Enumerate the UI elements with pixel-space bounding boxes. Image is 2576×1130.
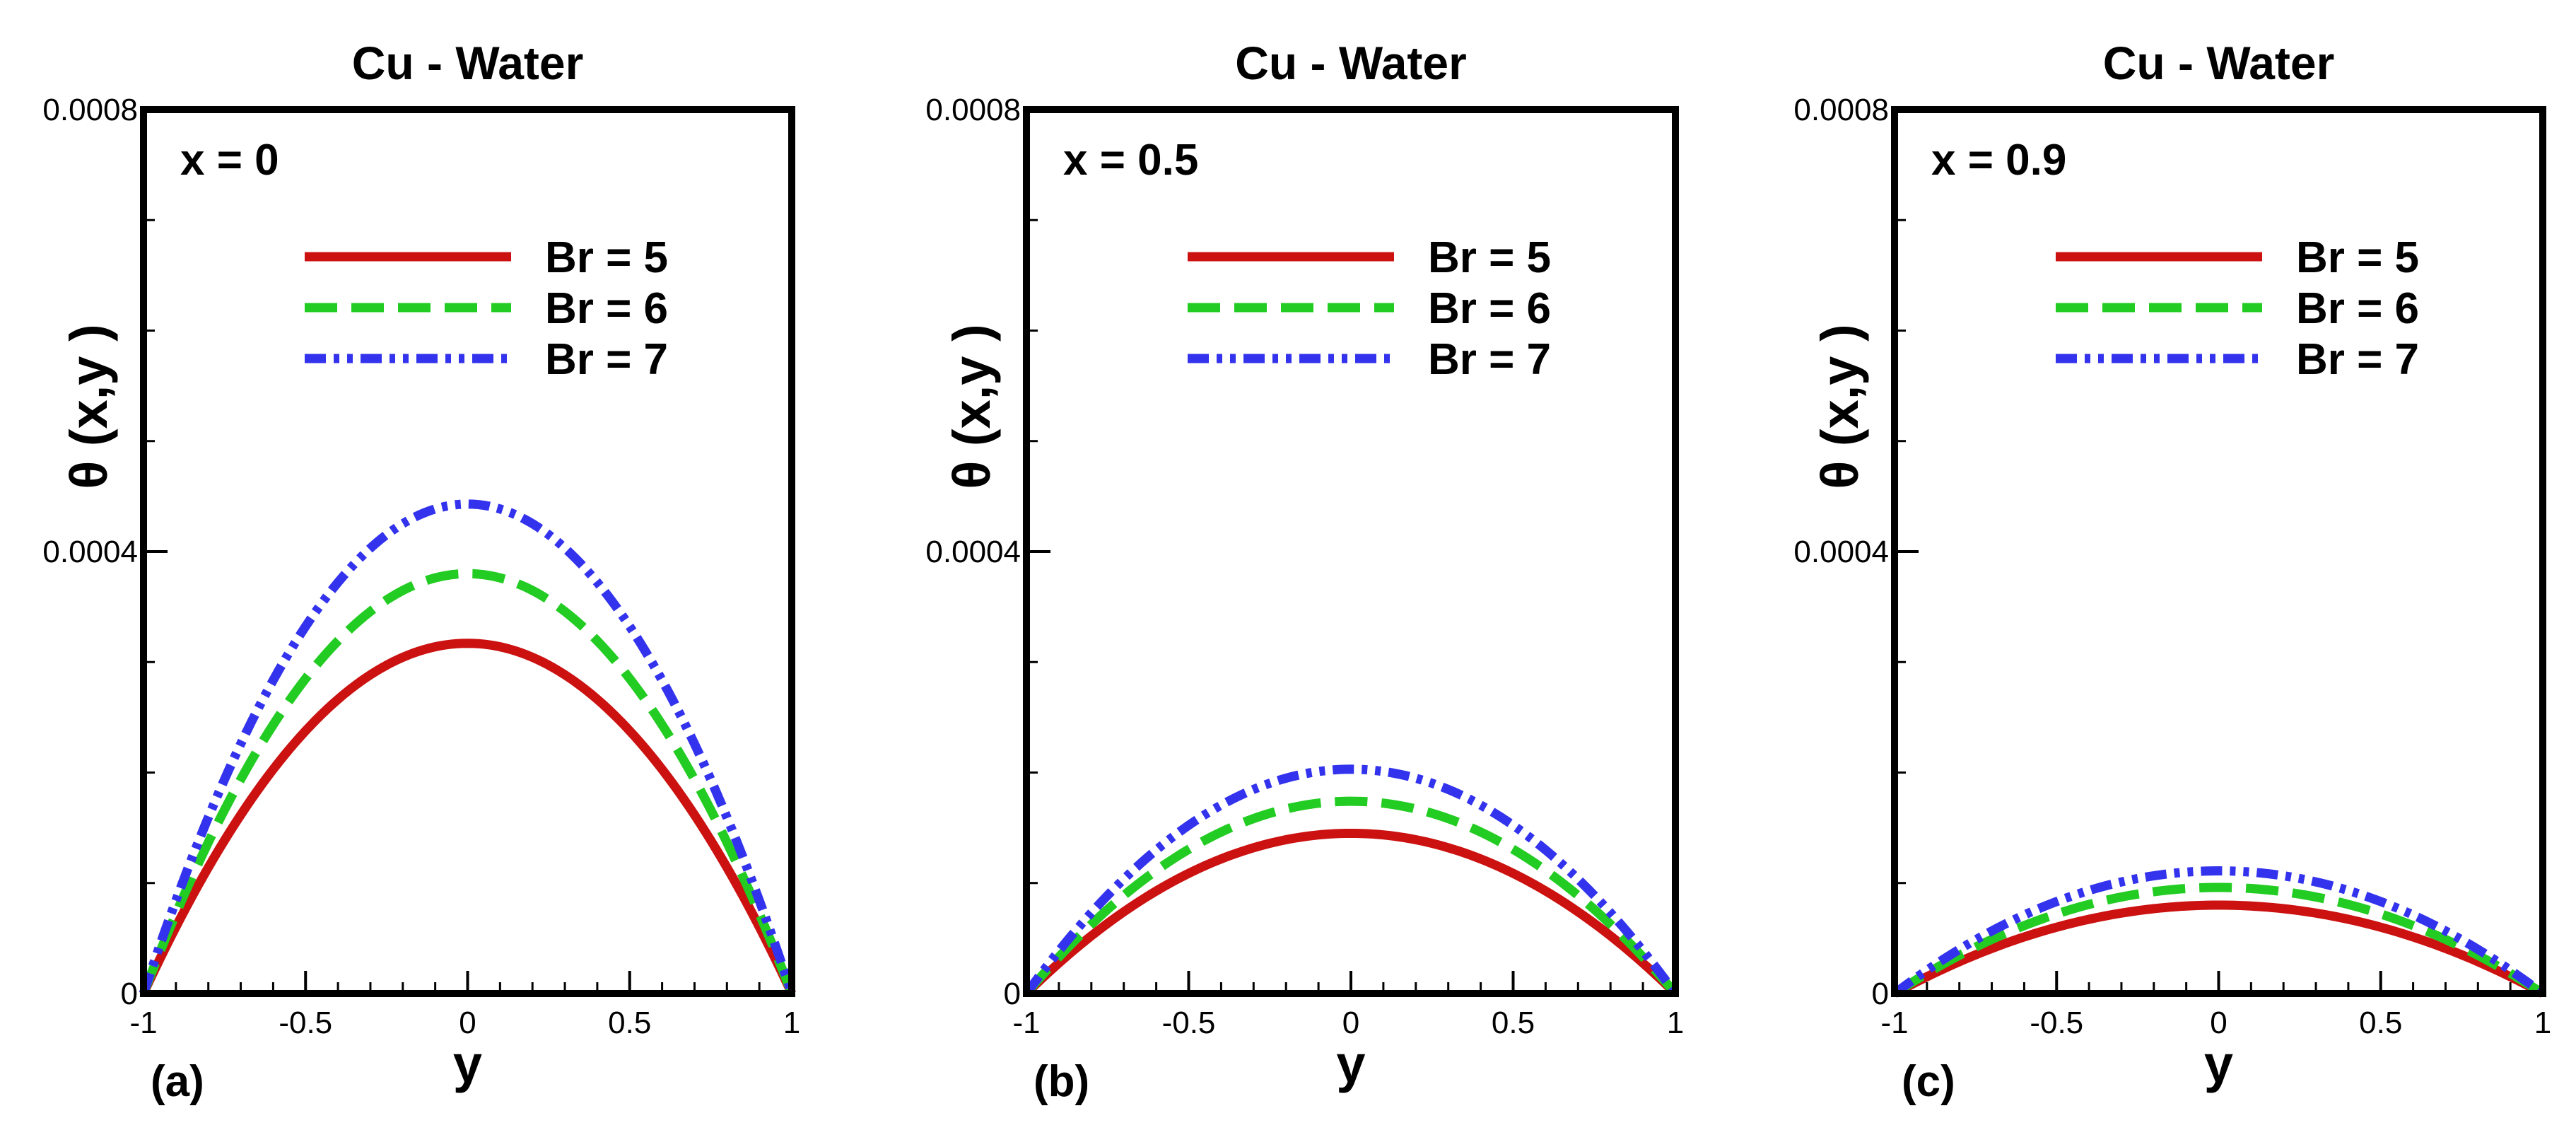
series-line-br-5 [1892,900,2546,998]
x-tick-label: -1 [129,1006,157,1040]
x-tick-label: 0.5 [2359,1006,2402,1040]
data-curves [139,499,797,996]
y-tick-label: 0.0008 [925,93,1021,127]
chart-title: Cu - Water [352,37,584,89]
y-tick-label: 0.0008 [1793,93,1889,127]
legend-label-br-6: Br = 6 [1428,284,1551,333]
series-line-br-7 [139,499,797,996]
x-tick-label: -1 [1880,1006,1908,1040]
x-tick-label: -0.5 [1162,1006,1216,1040]
y-axis-label: θ (x,y ) [942,324,1001,489]
y-tick-label: 0.0008 [42,93,138,127]
x-axis-label: y [453,1035,482,1093]
chart-panel-2: Cu - Water 0 0.0004 0.0008 -1 -0.5 0 0.5 1 y θ (x,… [925,37,1684,1106]
position-annotation: x = 0.9 [1931,136,2066,185]
legend-label-br-5: Br = 5 [1428,233,1551,282]
y-axis-label: θ (x,y ) [59,324,118,489]
x-tick-label: 1 [1667,1006,1684,1040]
y-tick-label: 0.0004 [42,535,138,569]
series-line-br-5 [1023,828,1679,997]
data-curves [1022,764,1680,997]
legend-label-br-5: Br = 5 [2296,233,2419,282]
x-tick-label: 0 [2210,1006,2227,1040]
series-line-br-6 [1023,796,1679,997]
x-tick-label: -1 [1012,1006,1040,1040]
chart-panel-1: Cu - Water 0 0.0004 0.0008 -1 -0.5 0 0.5 1 y θ (x,… [42,37,800,1106]
legend-label-br-7: Br = 7 [1428,335,1551,384]
y-axis-label: θ (x,y ) [1810,324,1869,489]
legend: Br = 5Br = 6Br = 7 [305,233,668,384]
series-line-br-7 [1892,866,2546,998]
plot-frame [1023,106,1679,997]
y-tick-label: 0.0004 [925,535,1021,569]
panel-label: (b) [1034,1057,1089,1106]
legend-label-br-7: Br = 7 [2296,335,2419,384]
position-annotation: x = 0 [180,136,279,185]
y-tick-label: 0 [121,977,138,1011]
x-axis-label: y [2204,1035,2233,1093]
chart-title: Cu - Water [1235,37,1467,89]
y-tick-label: 0 [1004,977,1021,1011]
x-tick-label: 1 [2534,1006,2551,1040]
legend-label-br-6: Br = 6 [2296,284,2419,333]
y-tick-label: 0 [1872,977,1889,1011]
legend: Br = 5Br = 6Br = 7 [2056,233,2419,384]
legend-label-br-7: Br = 7 [545,335,668,384]
position-annotation: x = 0.5 [1063,136,1198,185]
panel-label: (c) [1902,1057,1955,1106]
plot-frame [140,106,795,997]
chart-title: Cu - Water [2103,37,2335,89]
series-line-br-6 [1892,883,2546,998]
x-tick-label: 0.5 [608,1006,651,1040]
x-tick-label: 0 [459,1006,476,1040]
chart-panel-3: Cu - Water 0 0.0004 0.0008 -1 -0.5 0 0.5 1 y θ (x,… [1793,37,2551,1106]
legend-label-br-5: Br = 5 [545,233,668,282]
y-tick-label: 0.0004 [1793,535,1889,569]
data-curves [1892,866,2546,998]
series-line-br-5 [139,639,796,996]
series-line-br-6 [139,569,797,996]
legend-label-br-6: Br = 6 [545,284,668,333]
x-tick-label: -0.5 [279,1006,332,1040]
x-axis-label: y [1336,1035,1365,1093]
panel-label: (a) [151,1057,204,1106]
x-tick-label: 0 [1342,1006,1359,1040]
x-tick-label: -0.5 [2030,1006,2083,1040]
x-tick-label: 1 [783,1006,800,1040]
series-line-br-7 [1022,764,1680,996]
legend: Br = 5Br = 6Br = 7 [1188,233,1551,384]
x-tick-label: 0.5 [1492,1006,1535,1040]
plot-frame [1891,106,2546,997]
